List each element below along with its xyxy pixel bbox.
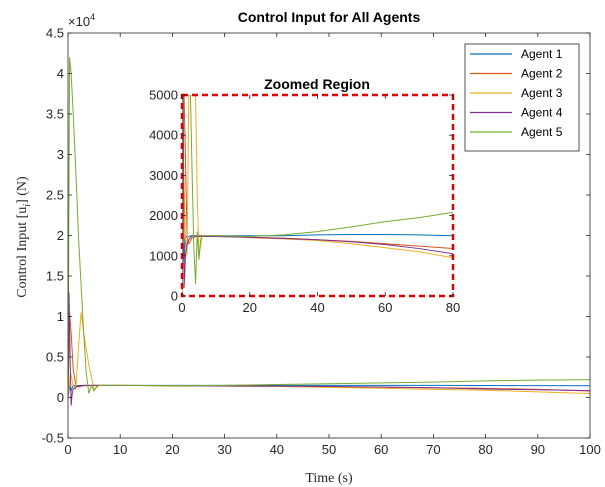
inset-y-tick-label: 4000 [149, 128, 178, 143]
y-axis-label-close: ] [15, 199, 30, 204]
main-x-tick-label: 50 [322, 442, 336, 457]
main-x-tick-label: 70 [426, 442, 440, 457]
main-y-tick-label: 1 [57, 309, 64, 324]
main-y-tick-label: 2.5 [46, 188, 64, 203]
main-y-tick-label: 0 [57, 390, 64, 405]
legend-item-agent-5: Agent 5 [470, 125, 563, 139]
inset-x-tick-label: 60 [378, 300, 392, 315]
inset-y-tick-label: 0 [171, 289, 178, 304]
y-axis-label: Control Input [ui] (N) [15, 176, 33, 298]
y-multiplier-exponent: 4 [90, 12, 95, 22]
main-x-tick-label: 0 [64, 442, 71, 457]
inset-y-tick-label: 3000 [149, 168, 178, 183]
legend-label: Agent 3 [521, 86, 563, 100]
y-axis-multiplier: ×104 [68, 12, 95, 29]
main-y-tick-label: 4.5 [46, 26, 64, 41]
inset-x-tick-label: 80 [446, 300, 460, 315]
legend-item-agent-4: Agent 4 [470, 106, 563, 120]
y-axis-label-math: [u [15, 207, 30, 219]
inset-title: Zoomed Region [264, 76, 370, 92]
inset-axes: 0 20 40 60 80 0 1000 2000 3000 4000 5000 Zoomed R… [149, 76, 460, 315]
main-series-line-agent-5 [68, 57, 590, 398]
y-axis-label-subscript: i [22, 204, 33, 207]
main-x-ticks: 0 10 20 30 40 50 60 70 80 90 100 [64, 33, 601, 457]
main-x-tick-label: 80 [478, 442, 492, 457]
inset-y-tick-label: 5000 [149, 88, 178, 103]
inset-y-tick-label: 1000 [149, 248, 178, 263]
main-series-lines [68, 57, 590, 406]
main-y-tick-label: 3 [57, 147, 64, 162]
main-y-tick-label: 0.5 [46, 350, 64, 365]
inset-x-tick-label: 40 [310, 300, 324, 315]
main-x-tick-label: 10 [113, 442, 127, 457]
main-x-tick-label: 30 [217, 442, 231, 457]
legend: Agent 1 Agent 2 Agent 3 Agent 4 Agent 5 [464, 43, 580, 152]
main-y-tick-label: 1.5 [46, 269, 64, 284]
main-y-tick-label: -0.5 [42, 431, 64, 446]
inset-x-tick-label: 0 [178, 300, 185, 315]
inset-series-line-agent-5 [182, 95, 453, 296]
legend-item-agent-1: Agent 1 [470, 47, 563, 61]
legend-item-agent-3: Agent 3 [470, 86, 563, 100]
main-x-tick-label: 100 [579, 442, 601, 457]
main-x-tick-label: 90 [531, 442, 545, 457]
y-axis-label-unit: (N) [15, 176, 30, 199]
main-x-tick-label: 40 [270, 442, 284, 457]
x-axis-label: Time (s) [305, 471, 353, 486]
legend-item-agent-2: Agent 2 [470, 67, 563, 81]
main-y-ticks: -0.5 0 0.5 1 1.5 2 2.5 3 3.5 4 4.5 [42, 26, 590, 446]
inset-x-tick-label: 20 [243, 300, 257, 315]
chart-title: Control Input for All Agents [238, 9, 421, 25]
inset-y-ticks: 0 1000 2000 3000 4000 5000 [149, 88, 453, 304]
y-multiplier-base: ×10 [68, 14, 90, 29]
main-x-tick-label: 60 [374, 442, 388, 457]
legend-label: Agent 5 [521, 125, 563, 139]
legend-items: Agent 1 Agent 2 Agent 3 Agent 4 Agent 5 [470, 47, 563, 139]
y-axis-label-text: Control Input [15, 218, 30, 297]
main-x-tick-label: 20 [165, 442, 179, 457]
inset-y-tick-label: 2000 [149, 208, 178, 223]
main-y-tick-label: 4 [57, 66, 64, 81]
legend-box [464, 43, 580, 152]
inset-plot-area [182, 95, 453, 296]
legend-label: Agent 4 [521, 106, 563, 120]
legend-label: Agent 2 [521, 67, 563, 81]
main-y-tick-label: 3.5 [46, 107, 64, 122]
inset-x-ticks: 0 20 40 60 80 [178, 95, 460, 315]
main-y-tick-label: 2 [57, 228, 64, 243]
legend-label: Agent 1 [521, 47, 563, 61]
